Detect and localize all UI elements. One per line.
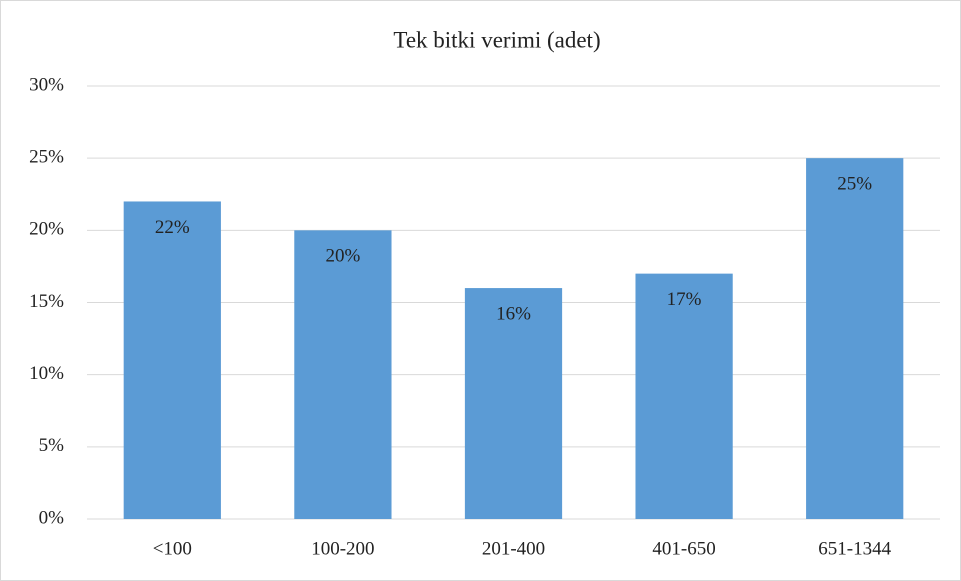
y-tick-label: 30% bbox=[29, 74, 64, 95]
y-tick-label: 5% bbox=[39, 435, 65, 456]
y-tick-label: 0% bbox=[39, 507, 65, 528]
y-tick-label: 15% bbox=[29, 291, 64, 312]
x-tick-label: 201-400 bbox=[482, 538, 545, 559]
chart-title: Tek bitki verimi (adet) bbox=[393, 27, 600, 52]
x-tick-label: 401-650 bbox=[652, 538, 715, 559]
data-label: 20% bbox=[325, 246, 360, 267]
y-tick-label: 10% bbox=[29, 363, 64, 384]
bar bbox=[294, 230, 392, 520]
x-tick-label: 651-1344 bbox=[818, 538, 891, 559]
bar bbox=[123, 201, 221, 519]
x-tick-label: 100-200 bbox=[311, 538, 374, 559]
bar bbox=[635, 273, 733, 519]
data-label: 17% bbox=[667, 289, 702, 310]
bar bbox=[464, 288, 563, 519]
data-label: 16% bbox=[496, 303, 531, 324]
y-tick-label: 25% bbox=[29, 147, 64, 168]
bar bbox=[806, 158, 904, 519]
x-tick-label: <100 bbox=[153, 538, 192, 559]
y-tick-label: 20% bbox=[29, 219, 64, 240]
data-label: 22% bbox=[155, 217, 190, 238]
data-label: 25% bbox=[837, 174, 872, 195]
